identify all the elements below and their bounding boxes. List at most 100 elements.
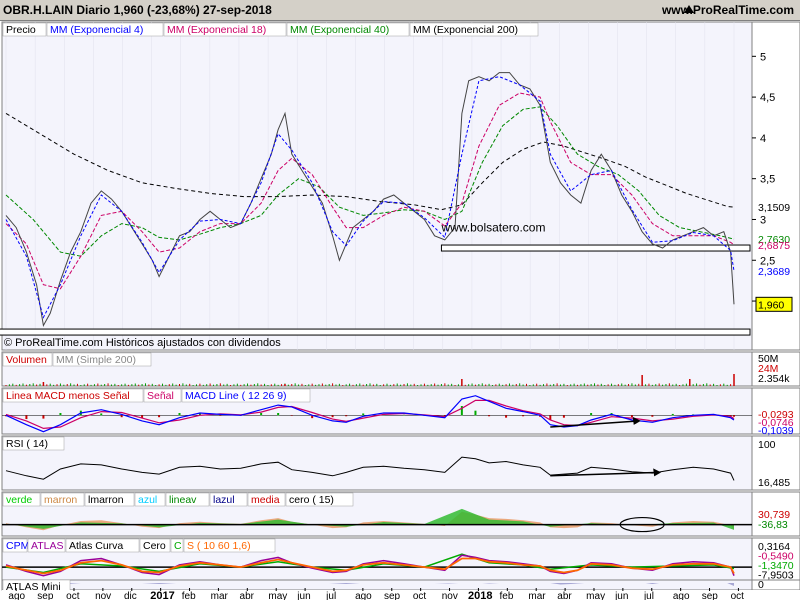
- legend-box[interactable]: [40, 492, 85, 507]
- x-tick-label: oct: [66, 591, 80, 600]
- colors-legend-item: lineav: [169, 494, 197, 506]
- x-tick-label: ago: [673, 591, 690, 600]
- price-legend-item: Precio: [6, 24, 36, 36]
- x-tick-label: ago: [8, 591, 25, 600]
- legend-box[interactable]: [2, 492, 41, 507]
- y-tick-label: 3,5: [760, 174, 775, 186]
- x-tick-label: dic: [124, 591, 137, 600]
- legend-box[interactable]: [209, 492, 248, 507]
- legend-box[interactable]: [27, 538, 66, 553]
- x-tick-label: jul: [643, 591, 654, 600]
- price-legend-item: MM (Exponencial 200): [413, 24, 518, 36]
- axis-value-label: -7,9503: [758, 570, 794, 582]
- arrow-up-icon[interactable]: [684, 5, 694, 13]
- legend-box[interactable]: [2, 538, 28, 553]
- axis-value-label: 0: [758, 579, 764, 591]
- legend-box[interactable]: [65, 538, 140, 553]
- legend-box[interactable]: [165, 492, 210, 507]
- axis-value-label: 30,739: [758, 509, 790, 521]
- legend-box[interactable]: [409, 22, 539, 37]
- ema18-line: [5, 92, 735, 290]
- y-tick-label: 4: [760, 133, 766, 145]
- macd-divergence-arrow: [550, 420, 639, 428]
- legend-box[interactable]: [247, 492, 286, 507]
- colors-legend-item: media: [251, 494, 280, 506]
- colors-panel[interactable]: [1, 491, 753, 537]
- axis-value-label: 2,7630: [758, 234, 790, 246]
- axis-value-label: 2,6875: [758, 240, 790, 252]
- y-tick-label: 3: [760, 214, 766, 226]
- cpm-orange-line: [5, 557, 735, 575]
- x-tick-label: sep: [702, 591, 719, 600]
- legend-box[interactable]: [134, 492, 166, 507]
- x-tick-label: 2018: [468, 590, 492, 600]
- x-tick-label: oct: [413, 591, 427, 600]
- atlas-panel[interactable]: [1, 579, 753, 591]
- legend-box[interactable]: [2, 388, 144, 403]
- price-panel-axis: [751, 21, 800, 351]
- colors-legend-item: lazul: [213, 494, 235, 506]
- axis-value-label: 100: [758, 439, 776, 451]
- x-tick-label: 2017: [150, 590, 174, 600]
- legend-box[interactable]: [163, 22, 287, 37]
- x-tick-label: oct: [731, 591, 745, 600]
- cpm-legend-item: C: [174, 540, 182, 552]
- arrow-head-icon: [653, 468, 662, 477]
- legend-box[interactable]: [181, 388, 311, 403]
- axis-value-label: 1,960: [758, 299, 784, 311]
- ema200-line: [5, 112, 735, 211]
- axis-value-label: -0,5490: [758, 551, 794, 563]
- x-tick-label: jun: [296, 591, 310, 600]
- colors-legend-item: verde: [6, 494, 32, 506]
- colors-panel-axis: [751, 491, 800, 537]
- rsi-panel[interactable]: [1, 435, 753, 491]
- legend-box[interactable]: [52, 352, 152, 367]
- cpm-legend-item: Cero: [143, 540, 166, 552]
- axis-value-label: -36,83: [758, 519, 788, 531]
- legend-box[interactable]: [46, 22, 164, 37]
- macd-panel-axis: [751, 387, 800, 435]
- legend-box[interactable]: [2, 22, 47, 37]
- legend-box[interactable]: [2, 352, 53, 367]
- x-tick-label: nov: [442, 591, 458, 600]
- legend-box[interactable]: [170, 538, 184, 553]
- price-panel[interactable]: [1, 21, 753, 351]
- axis-value-label: 3,1509: [758, 202, 790, 214]
- y-tick-label: 5: [760, 51, 766, 63]
- x-tick-label: may: [586, 591, 605, 600]
- highlight-ellipse: [619, 516, 665, 533]
- macd-signal-line: [5, 399, 735, 430]
- x-tick-label: feb: [182, 591, 196, 600]
- y-tick-label: 4,5: [760, 92, 775, 104]
- legend-box[interactable]: [2, 436, 65, 451]
- chart-header: OBR.H.LAIN Diario 1,960 (-23,68%) 27-sep…: [0, 0, 800, 21]
- cpm-legend-item: S ( 10 60 1,6): [187, 540, 251, 552]
- macd-legend-item: Linea MACD menos Señal: [6, 390, 130, 402]
- cpm-legend-item: ATLAS: [31, 540, 63, 552]
- legend-box[interactable]: [143, 388, 182, 403]
- x-tick-label: sep: [37, 591, 54, 600]
- legend-box[interactable]: [84, 492, 135, 507]
- axis-value-label: 16,485: [758, 477, 790, 489]
- footer-text: © ProRealTime.com Históricos ajustados c…: [4, 337, 281, 349]
- ema40-line: [5, 106, 735, 257]
- cpm-legend-item: CPM: [6, 540, 29, 552]
- site-url[interactable]: www.ProRealTime.com: [661, 3, 794, 17]
- legend-box[interactable]: [285, 492, 354, 507]
- stock-chart[interactable]: 54,543,532,523,15092,76302,68752,36891,9…: [0, 20, 800, 600]
- x-tick-label: sep: [384, 591, 401, 600]
- x-tick-label: mar: [211, 591, 229, 600]
- axis-value-label: -0,0293: [758, 409, 794, 421]
- legend-box[interactable]: [286, 22, 410, 37]
- colors-legend-item: cero ( 15): [289, 494, 334, 506]
- price-line: [5, 72, 735, 327]
- instrument-title: OBR.H.LAIN Diario 1,960 (-23,68%) 27-sep…: [3, 3, 272, 17]
- y-tick-label: 2,5: [760, 255, 775, 267]
- axis-value-label: 2,3689: [758, 266, 790, 278]
- axis-value-label: -0,1039: [758, 425, 794, 437]
- colors-legend-item: marron: [44, 494, 77, 506]
- x-tick-label: nov: [95, 591, 111, 600]
- legend-box[interactable]: [183, 538, 276, 553]
- volume-panel-axis: [751, 351, 800, 387]
- legend-box[interactable]: [139, 538, 171, 553]
